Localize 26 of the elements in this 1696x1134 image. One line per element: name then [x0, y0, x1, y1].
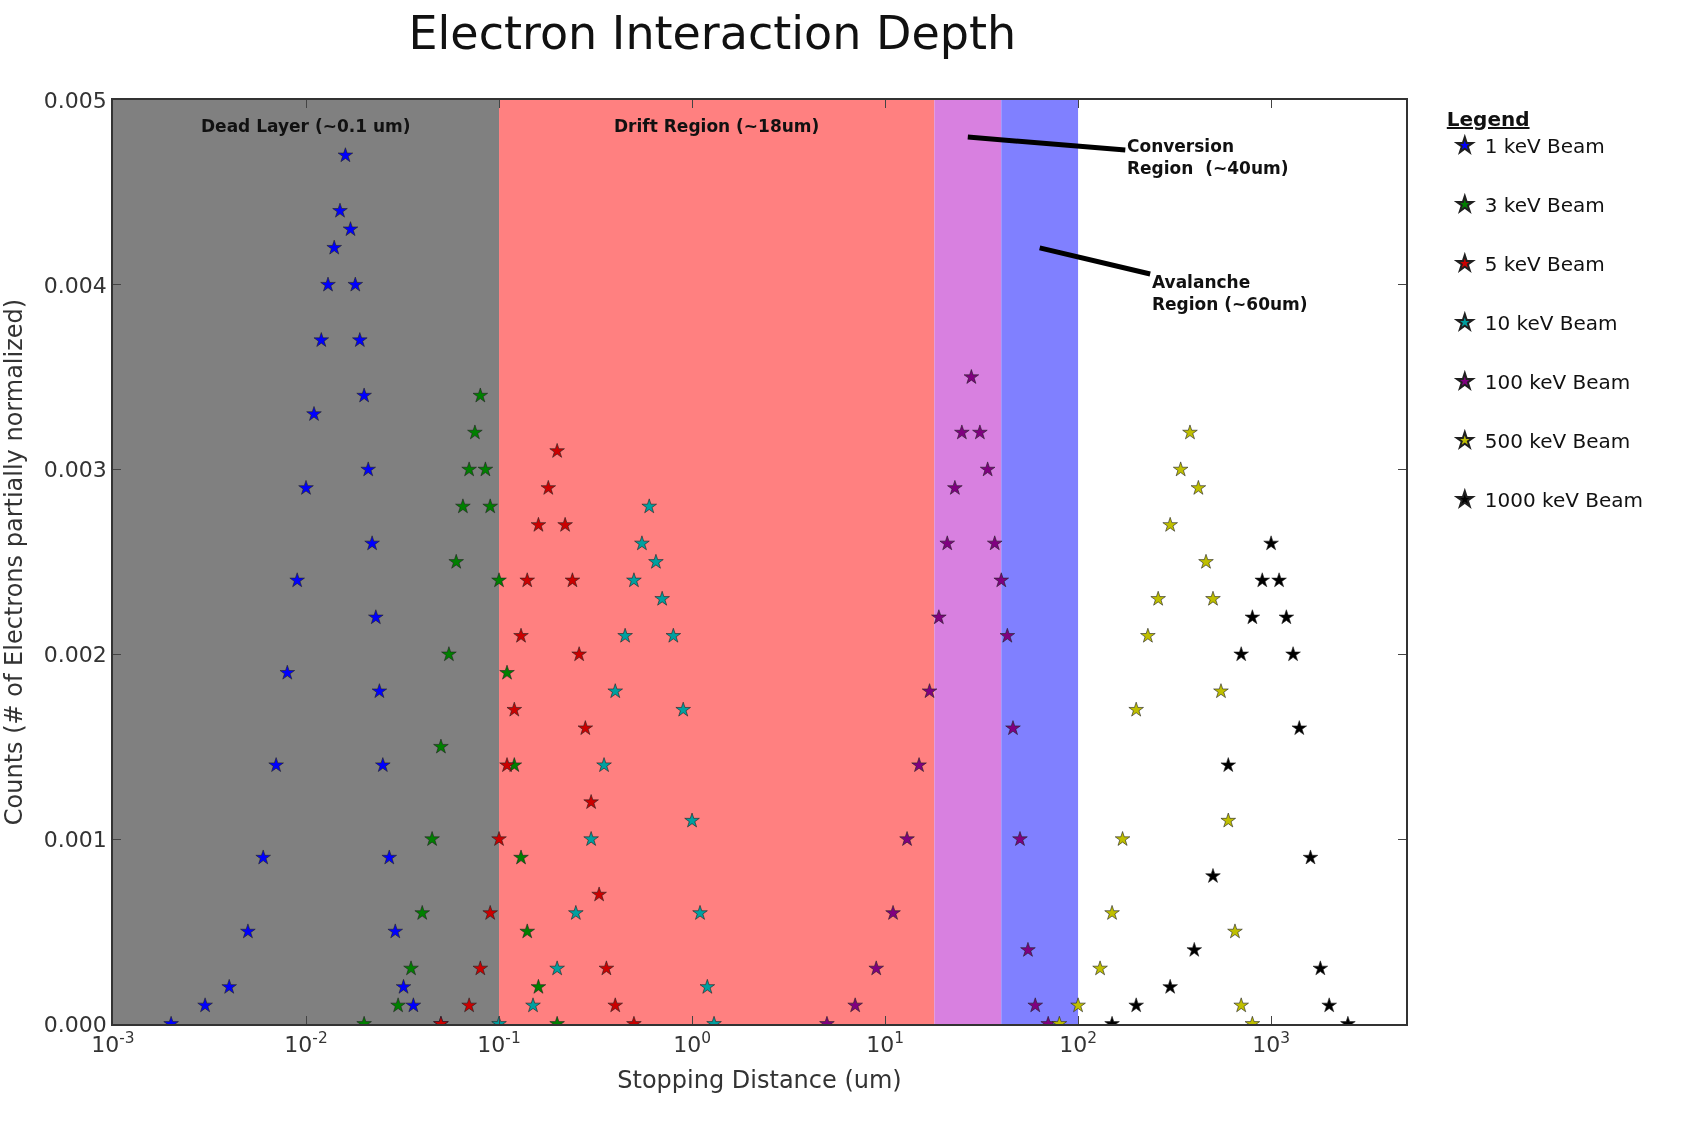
legend-label: 500 keV Beam — [1484, 429, 1631, 454]
legend-label: 1000 keV Beam — [1484, 488, 1644, 513]
legend-label: 100 keV Beam — [1484, 370, 1631, 395]
y-tick-label: 0.003 — [43, 457, 107, 483]
band-label: Dead Layer (~0.1 um) — [201, 116, 411, 136]
band-label: Drift Region (~18um) — [614, 116, 820, 136]
legend-label: 5 keV Beam — [1484, 252, 1605, 277]
x-tick-label: 10$^{-1}$ — [477, 1028, 521, 1058]
y-tick-label: 0.004 — [43, 272, 107, 298]
x-tick-label: 10$^{3}$ — [1252, 1028, 1290, 1058]
legend-label: 1 keV Beam — [1484, 134, 1605, 159]
x-axis-title: Stopping Distance (um) — [617, 1065, 902, 1094]
legend-title: Legend — [1446, 107, 1530, 131]
y-axis-title: Counts (# of Electrons partially normalized) — [0, 298, 28, 826]
y-tick-label: 0.005 — [43, 87, 107, 113]
x-tick-label: 10$^{2}$ — [1059, 1028, 1097, 1058]
chart-title: Electron Interaction Depth — [408, 6, 1017, 61]
x-tick-label: 10$^{1}$ — [866, 1028, 904, 1058]
y-tick-label: 0.002 — [43, 642, 107, 668]
legend-label: 10 keV Beam — [1484, 311, 1618, 336]
band-label: Conversion Region (~40um) — [1127, 136, 1289, 179]
x-tick-label: 10$^{-2}$ — [284, 1028, 328, 1058]
band-label: Avalanche Region (~60um) — [1152, 272, 1308, 315]
y-tick-label: 0.001 — [43, 826, 107, 852]
legend-label: 3 keV Beam — [1484, 193, 1605, 218]
x-tick-label: 10$^{0}$ — [673, 1028, 711, 1058]
